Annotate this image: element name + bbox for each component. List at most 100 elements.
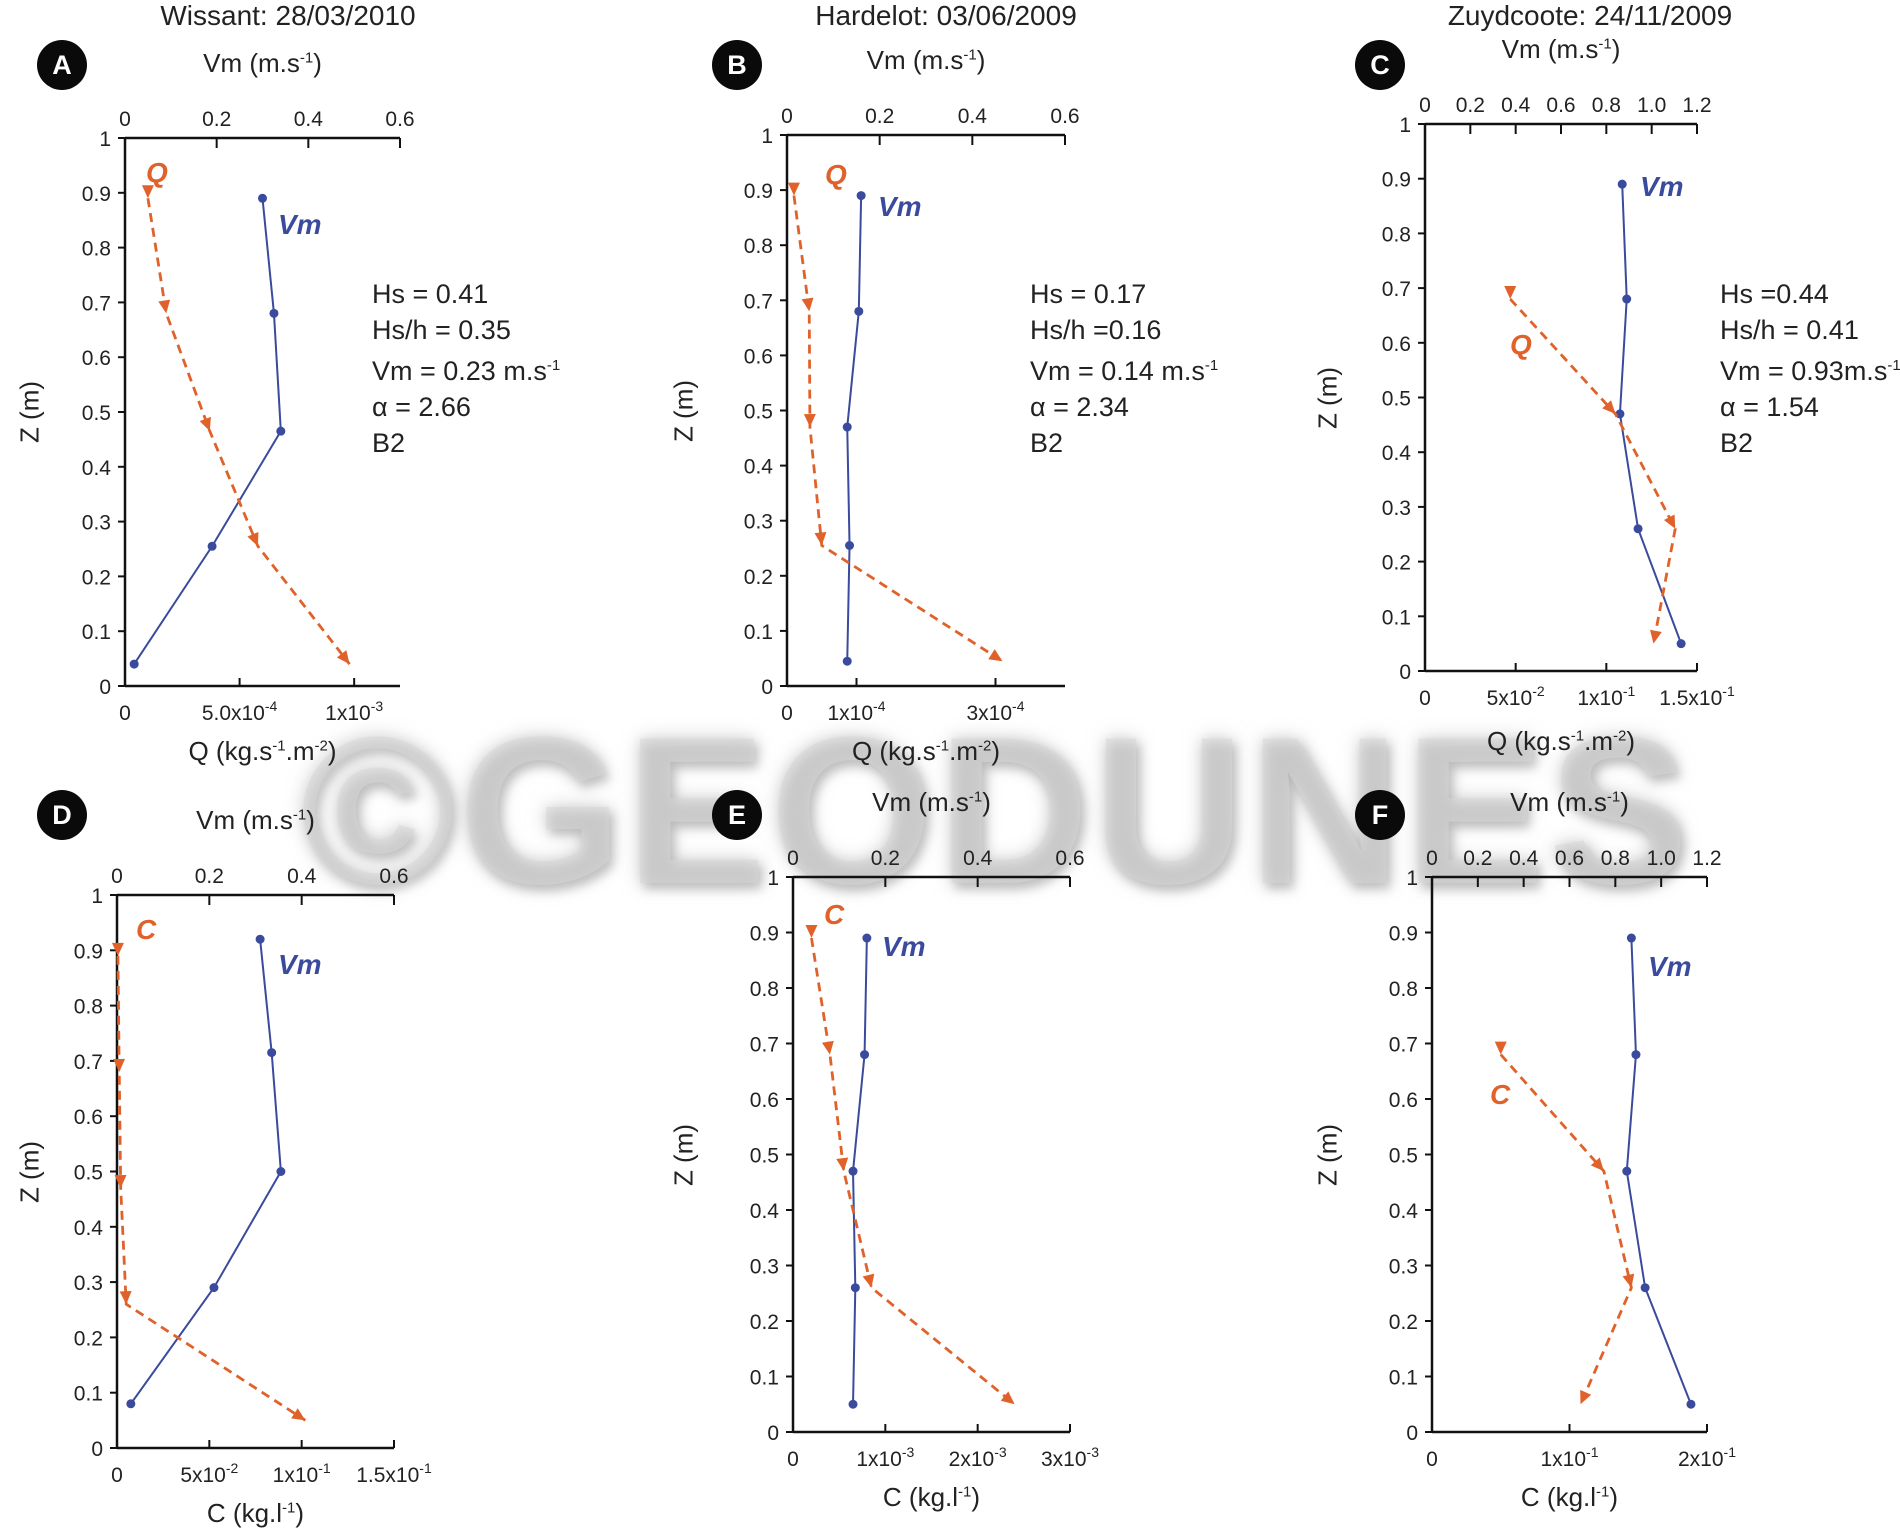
y-tick-label-b: 0 — [761, 676, 773, 699]
bottom-axis-title-d: C (kg.l-1) — [206, 1498, 305, 1528]
panel-badge-a: A — [37, 40, 87, 90]
vm-point-d — [276, 1167, 286, 1176]
y-tick-label-d: 0.1 — [74, 1383, 103, 1406]
top-tick-label-f: 0.6 — [1555, 847, 1584, 870]
bottom-tick-label-f: 2x10-1 — [1678, 1444, 1736, 1471]
y-tick-label-d: 0.3 — [74, 1272, 103, 1295]
y-tick-label-f: 0.1 — [1389, 1367, 1418, 1390]
y-tick-label-a: 0.5 — [82, 402, 111, 425]
sediment-point-f — [1494, 1041, 1507, 1055]
sediment-point-c — [1663, 514, 1676, 529]
panel-badge-f: F — [1355, 790, 1405, 840]
stats-line: Vm = 0.93m.s-1 — [1720, 356, 1900, 386]
vm-point-f — [1622, 1166, 1632, 1176]
y-tick-label-c: 0.7 — [1382, 278, 1411, 301]
stats-block-b: Hs = 0.17 Hs/h =0.16 Vm = 0.14 m.s-1 α = 2.… — [1030, 276, 1218, 461]
bottom-axis-title-c: Q (kg.s-1.m-2) — [1486, 726, 1636, 756]
bottom-tick-label-d: 1x10-1 — [273, 1460, 331, 1487]
sediment-point-b — [803, 413, 816, 428]
bottom-tick-label-c: 1.5x10-1 — [1659, 683, 1735, 710]
sediment-point-e — [836, 1157, 849, 1172]
top-tick-label-f: 1.2 — [1692, 847, 1721, 870]
top-tick-label-f: 0 — [1426, 847, 1438, 870]
y-tick-label-e: 0.6 — [750, 1089, 779, 1112]
sediment-point-e — [862, 1273, 875, 1288]
y-tick-label-a: 0.6 — [82, 347, 111, 370]
y-tick-label-d: 0.9 — [74, 940, 103, 963]
top-tick-label-c: 0.6 — [1546, 94, 1575, 117]
top-tick-label-d: 0.6 — [379, 865, 408, 888]
top-tick-label-e: 0 — [787, 847, 799, 870]
y-tick-label-f: 0.5 — [1389, 1145, 1418, 1168]
vm-point-e — [862, 933, 872, 943]
y-tick-label-b: 0.5 — [744, 401, 773, 424]
y-tick-label-e: 0.3 — [750, 1256, 779, 1279]
bottom-tick-label-c: 0 — [1419, 687, 1431, 710]
vm-point-e — [848, 1399, 858, 1409]
vm-point-c — [1617, 179, 1627, 189]
vm-point-a — [129, 659, 139, 669]
vm-series-label-d: Vm — [278, 949, 322, 980]
sediment-point-d — [291, 1408, 306, 1421]
sediment-series-line-e — [810, 937, 1016, 1406]
y-tick-label-b: 0.2 — [744, 566, 773, 589]
sediment-point-c — [1602, 400, 1616, 414]
panel-badge-b: B — [712, 40, 762, 90]
bottom-tick-label-e: 0 — [787, 1448, 799, 1471]
top-tick-label-a: 0.6 — [385, 108, 414, 131]
vm-point-b — [856, 191, 866, 201]
sediment-point-a — [247, 531, 259, 547]
y-tick-label-c: 0.1 — [1382, 606, 1411, 629]
sediment-point-e — [1000, 1391, 1015, 1405]
sediment-series-line-b — [792, 195, 1004, 663]
stats-block-a: Hs = 0.41 Hs/h = 0.35 Vm = 0.23 m.s-1 α = 2… — [372, 276, 560, 461]
sediment-series-line-f — [1499, 1053, 1633, 1405]
y-tick-label-f: 0 — [1406, 1422, 1418, 1445]
top-axis-title-d: Vm (m.s-1) — [196, 805, 315, 835]
y-tick-label-b: 0.6 — [744, 345, 773, 368]
vm-point-d — [126, 1399, 136, 1409]
y-tick-label-e: 0.2 — [750, 1311, 779, 1334]
bottom-tick-label-c: 5x10-2 — [1487, 683, 1545, 710]
y-tick-label-e: 1 — [767, 867, 779, 890]
top-tick-label-a: 0.4 — [294, 108, 324, 131]
vm-point-c — [1676, 639, 1686, 649]
y-tick-label-c: 0.8 — [1382, 223, 1411, 246]
sediment-series-label-c: Q — [1510, 329, 1532, 360]
bottom-axis-title-f: C (kg.l-1) — [1520, 1482, 1619, 1512]
top-tick-label-c: 0.2 — [1456, 94, 1485, 117]
sediment-point-c — [1650, 629, 1662, 644]
y-tick-label-c: 0.5 — [1382, 388, 1411, 411]
sediment-point-d — [111, 942, 124, 956]
bottom-tick-label-a: 1x10-3 — [325, 698, 383, 725]
y-tick-label-c: 1 — [1399, 114, 1411, 137]
top-axis-title-c: Vm (m.s-1) — [1501, 34, 1621, 64]
vm-series-label-a: Vm — [278, 209, 322, 240]
stats-line: α = 2.66 — [372, 392, 471, 422]
y-tick-label-d: 0.4 — [74, 1217, 104, 1240]
y-tick-label-b: 0.3 — [744, 511, 773, 534]
site-title-a: Wissant: 28/03/2010 — [160, 0, 416, 31]
vm-point-b — [845, 540, 855, 550]
y-tick-label-a: 0.9 — [82, 183, 111, 206]
bottom-axis-title-b: Q (kg.s-1.m-2) — [851, 736, 1001, 766]
vm-point-f — [1626, 933, 1636, 943]
top-tick-label-b: 0 — [781, 105, 793, 128]
sediment-series-label-a: Q — [146, 157, 168, 188]
bottom-tick-label-d: 0 — [111, 1464, 123, 1487]
bottom-axis-title-e: C (kg.l-1) — [882, 1482, 981, 1512]
sediment-point-a — [336, 650, 350, 665]
y-tick-label-d: 0.6 — [74, 1106, 103, 1129]
stats-line: Hs/h = 0.35 — [372, 315, 511, 345]
vm-point-b — [842, 656, 852, 666]
top-tick-label-c: 0.8 — [1592, 94, 1621, 117]
bottom-tick-label-e: 3x10-3 — [1041, 1444, 1099, 1471]
y-tick-label-f: 0.6 — [1389, 1089, 1418, 1112]
sediment-series-line-a — [146, 198, 351, 665]
top-tick-label-f: 0.4 — [1509, 847, 1539, 870]
sediment-series-label-e: C — [824, 899, 845, 930]
sediment-point-a — [141, 185, 154, 199]
y-tick-label-d: 1 — [91, 885, 103, 908]
top-tick-label-e: 0.6 — [1055, 847, 1084, 870]
y-tick-label-c: 0.9 — [1382, 169, 1411, 192]
